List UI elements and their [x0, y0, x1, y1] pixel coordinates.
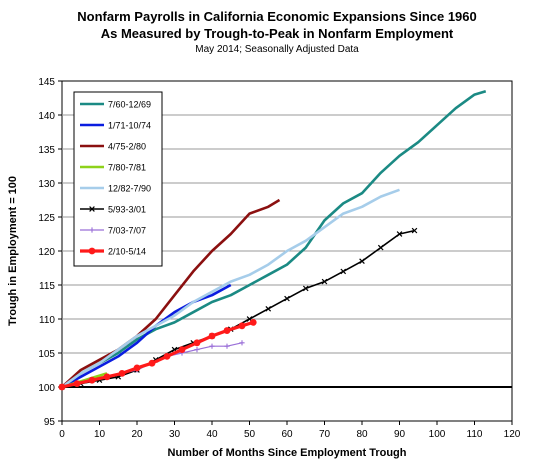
legend-label: 1/71-10/74: [108, 121, 151, 131]
x-axis-label: Number of Months Since Employment Trough: [168, 447, 407, 459]
data-point: [193, 339, 201, 347]
data-point: [208, 332, 216, 340]
data-point: [265, 305, 272, 312]
series-8: [58, 319, 257, 391]
legend-entry: 7/60-12/69: [80, 100, 151, 110]
x-tick-label: 10: [94, 429, 106, 440]
data-point: [133, 364, 141, 372]
data-point: [73, 380, 81, 387]
chart-title: Nonfarm Payrolls in California Economic …: [77, 9, 477, 24]
series-5: [61, 188, 400, 389]
y-tick-label: 135: [38, 145, 55, 156]
data-point: [249, 319, 257, 326]
data-point: [223, 327, 231, 334]
x-tick-label: 0: [59, 429, 65, 440]
legend-label: 7/80-7/81: [108, 163, 146, 173]
x-tick-label: 90: [394, 429, 406, 440]
legend-entry: 2/10-5/14: [80, 247, 146, 257]
x-tick-label: 50: [244, 429, 256, 440]
legend-marker: [88, 247, 96, 255]
data-point: [239, 340, 245, 346]
y-tick-label: 115: [39, 281, 55, 292]
data-point: [194, 347, 200, 353]
legend-label: 12/82-7/90: [108, 184, 151, 194]
data-point: [58, 383, 66, 391]
data-point: [148, 359, 156, 367]
legend-label: 2/10-5/14: [108, 247, 146, 257]
legend-label: 7/03-7/07: [108, 226, 146, 236]
legend-entry: 4/75-2/80: [80, 142, 146, 152]
data-point: [321, 278, 328, 285]
x-tick-label: 60: [281, 429, 293, 440]
series-line: [61, 89, 487, 389]
data-point: [209, 343, 215, 349]
data-point: [377, 244, 384, 251]
x-tick-label: 20: [131, 429, 143, 440]
y-tick-label: 100: [38, 383, 55, 394]
legend-entry: 1/71-10/74: [80, 121, 151, 131]
x-tick-label: 40: [206, 429, 218, 440]
series-line: [61, 198, 281, 388]
y-tick-label: 145: [38, 77, 55, 88]
data-point: [238, 322, 246, 330]
legend-marker: [89, 227, 95, 233]
legend-label: 4/75-2/80: [108, 142, 146, 152]
x-tick-label: 100: [429, 429, 446, 440]
legend-entry: 12/82-7/90: [80, 184, 151, 194]
data-point: [178, 346, 186, 353]
legend-label: 7/60-12/69: [108, 100, 151, 110]
legend-entry: 5/93-3/01: [80, 205, 146, 215]
y-tick-label: 110: [39, 315, 55, 326]
series-2: [61, 283, 232, 389]
data-point: [302, 285, 309, 292]
data-point: [224, 343, 230, 349]
x-tick-label: 70: [319, 429, 331, 440]
chart-subtitle: May 2014; Seasonally Adjusted Data: [195, 44, 359, 55]
series-line: [61, 283, 232, 389]
y-axis-label: Trough in Employment = 100: [7, 176, 19, 326]
legend-box: [73, 91, 163, 267]
legend-label: 5/93-3/01: [108, 205, 146, 215]
x-tick-label: 120: [504, 429, 521, 440]
legend-entry: 7/03-7/07: [80, 226, 146, 236]
data-point: [88, 376, 96, 384]
data-point: [359, 258, 365, 265]
data-point: [163, 353, 171, 360]
data-point: [284, 295, 290, 302]
series-layer: [58, 89, 512, 391]
data-point: [396, 231, 403, 237]
y-tick-label: 95: [44, 417, 56, 428]
axes: 95 100 105 110 115 120 125 130 135 140 145 0 10 20 30 4…: [38, 77, 520, 440]
legend: 7/60-12/69 1/71-10/74 4/75-2/80 7/80-7/81 12…: [73, 91, 163, 267]
data-point: [103, 373, 111, 381]
x-tick-label: 80: [356, 429, 368, 440]
y-tick-label: 140: [38, 111, 55, 122]
series-3: [61, 198, 281, 388]
legend-marker: [89, 206, 95, 212]
chart-title-line-2: As Measured by Trough-to-Peak in Nonfarm…: [100, 26, 454, 41]
y-tick-label: 120: [38, 247, 55, 258]
series-1: [61, 89, 487, 389]
data-point: [118, 370, 126, 377]
y-tick-label: 130: [38, 179, 55, 190]
x-tick-label: 110: [467, 429, 483, 440]
y-tick-label: 105: [38, 349, 55, 360]
legend-entry: 7/80-7/81: [80, 163, 146, 173]
y-tick-label: 125: [38, 213, 55, 224]
data-point: [340, 268, 347, 275]
series-line: [61, 188, 400, 389]
x-tick-label: 30: [169, 429, 181, 440]
data-point: [411, 227, 418, 234]
